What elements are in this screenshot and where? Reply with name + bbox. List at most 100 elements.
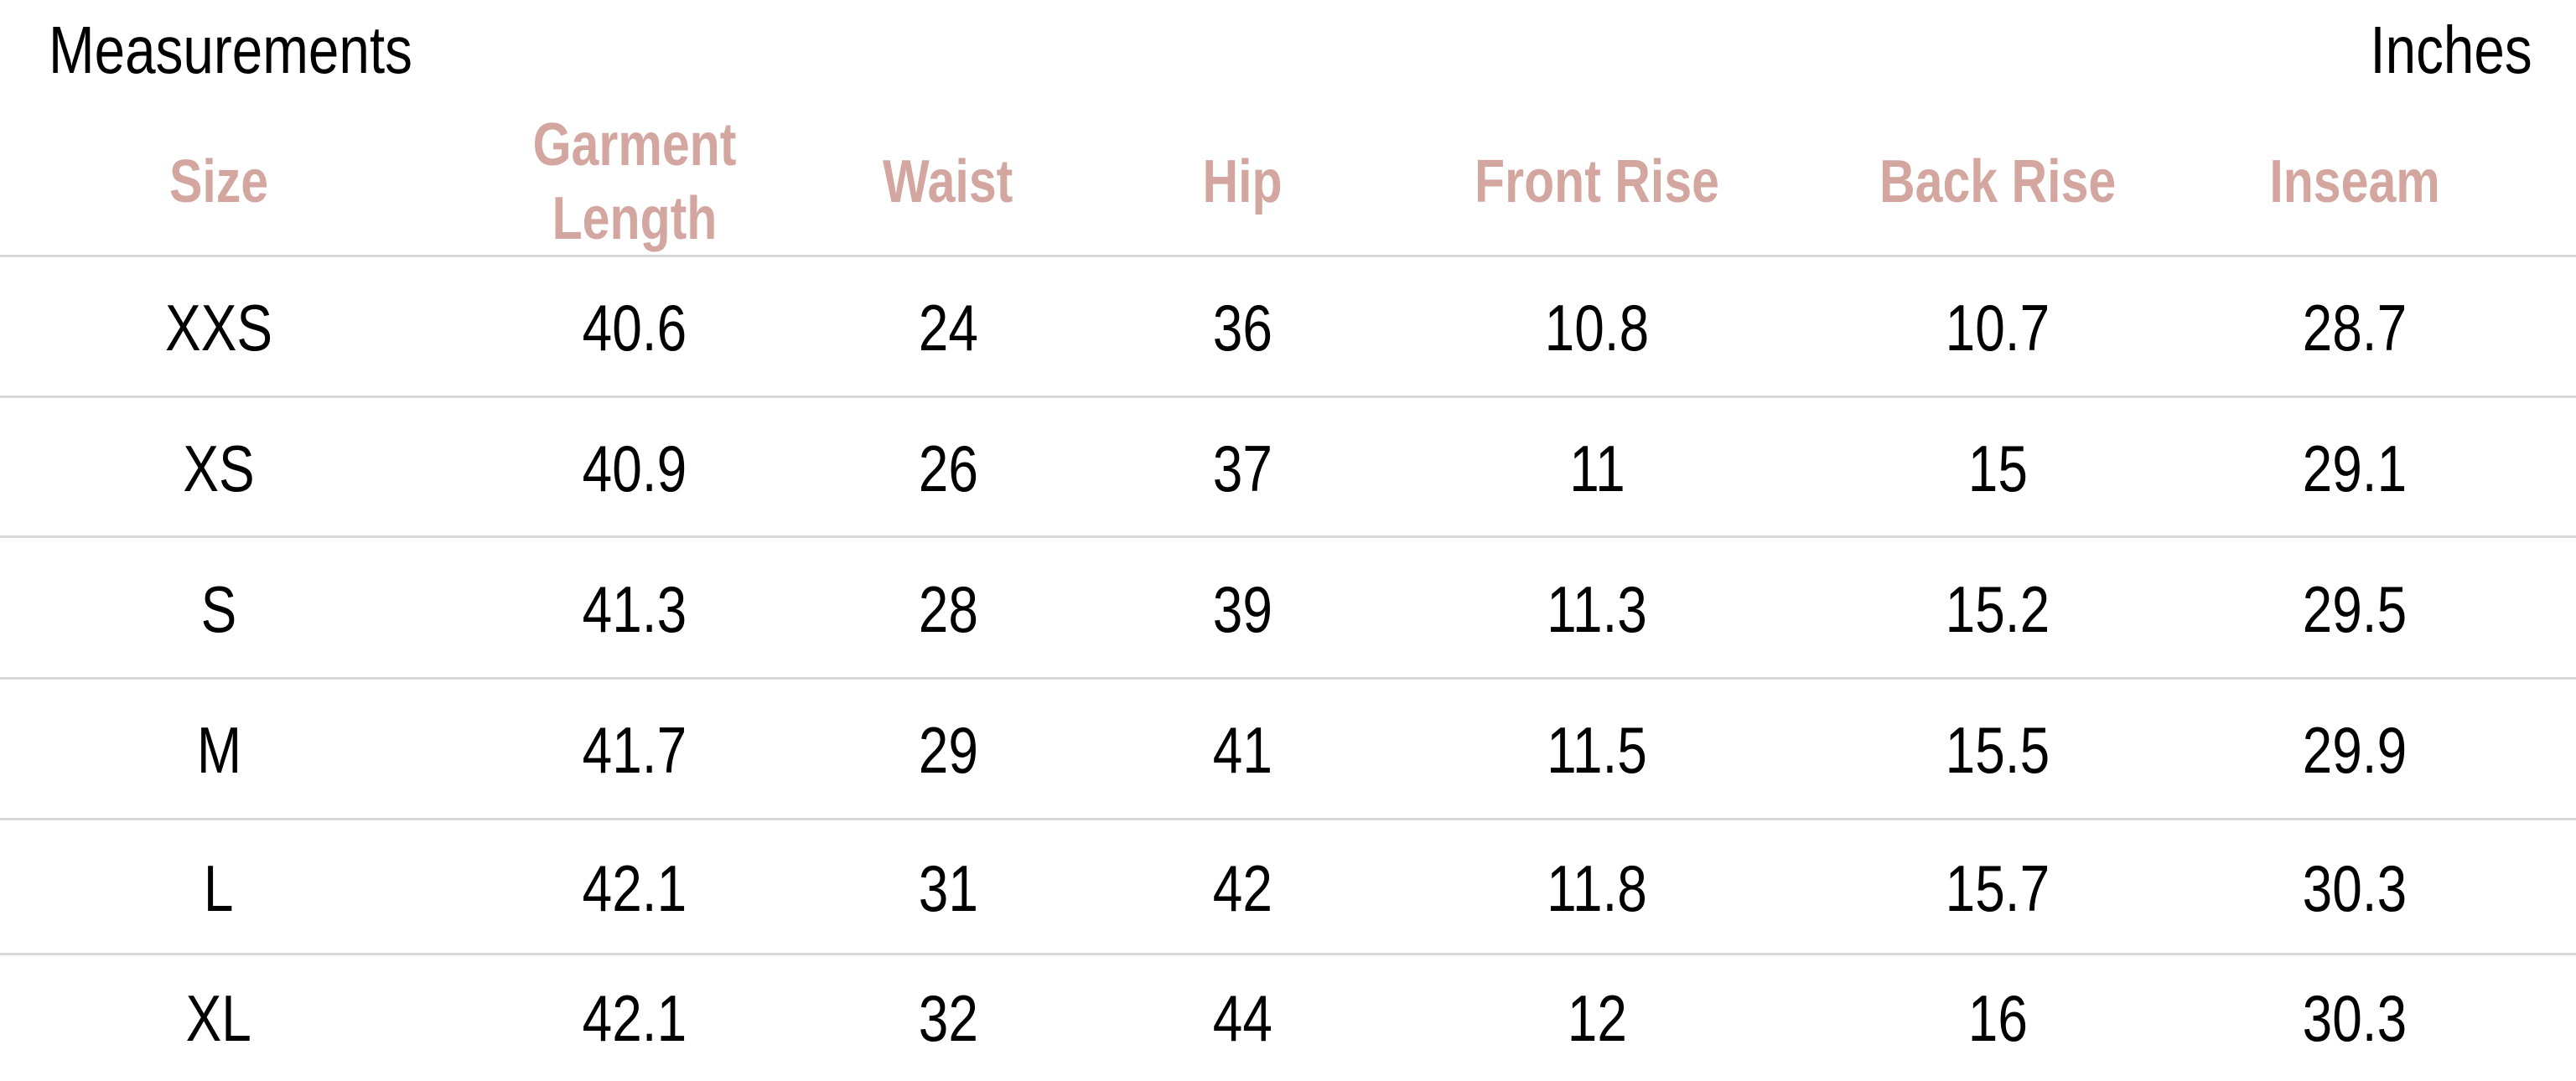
cell-value: 40.6 [582, 291, 687, 365]
table-cell: 42.1 [467, 955, 802, 1081]
cell-value: 10.8 [1544, 291, 1650, 365]
table-cell: XL [51, 955, 386, 1081]
cell-value: S [200, 572, 237, 646]
table-cell: 28 [780, 538, 1116, 680]
table-cell: 16 [1830, 955, 2165, 1081]
table-cell: 42.1 [467, 820, 802, 955]
column-header-label: Garment Length [532, 111, 737, 252]
table-cell: 11 [1429, 398, 1765, 538]
column-header: Back Rise [1830, 109, 2165, 255]
page-title: Measurements [49, 13, 412, 87]
table-cell: 37 [1075, 398, 1410, 538]
table-cell: 29.1 [2187, 398, 2522, 538]
cell-value: 11.5 [1547, 713, 1647, 787]
table-header: Size Garment Length Waist Hip Front Rise Back… [0, 109, 2576, 255]
cell-value: 44 [1212, 981, 1272, 1055]
table-cell: L [51, 820, 386, 955]
table-row: XL 42.1 32 44 12 16 30.3 [0, 953, 2576, 1081]
cell-value: L [204, 851, 234, 925]
column-header: Garment Length [467, 109, 802, 255]
unit-label: Inches [2370, 13, 2532, 87]
cell-value: 24 [918, 291, 978, 365]
cell-value: XL [185, 981, 252, 1055]
table-cell: 26 [780, 398, 1116, 538]
cell-value: 28.7 [2302, 291, 2408, 365]
table-cell: 11.8 [1429, 820, 1765, 955]
cell-value: 41.7 [582, 713, 687, 787]
column-header: Inseam [2187, 109, 2522, 255]
table-cell: 42 [1075, 820, 1410, 955]
column-header-label: Front Rise [1475, 148, 1719, 215]
table-cell: 31 [780, 820, 1116, 955]
cell-value: 16 [1967, 981, 2028, 1055]
cell-value: 26 [918, 431, 978, 505]
table-cell: 41.7 [467, 680, 802, 820]
table-cell: 40.9 [467, 398, 802, 538]
table-cell: 28.7 [2187, 257, 2522, 398]
cell-value: 11 [1568, 431, 1625, 505]
table-cell: 39 [1075, 538, 1410, 680]
cell-value: 37 [1212, 431, 1272, 505]
cell-value: 40.9 [582, 431, 687, 505]
cell-value: XXS [165, 291, 272, 365]
cell-value: M [196, 713, 241, 787]
table-cell: 41 [1075, 680, 1410, 820]
cell-value: 29.1 [2302, 431, 2408, 505]
table-row: L 42.1 31 42 11.8 15.7 30.3 [0, 818, 2576, 955]
table-cell: 10.7 [1830, 257, 2165, 398]
cell-value: 29.5 [2302, 572, 2408, 646]
cell-value: 29.9 [2302, 713, 2408, 787]
cell-value: 11.3 [1547, 572, 1647, 646]
column-header: Front Rise [1429, 109, 1765, 255]
table-cell: 11.3 [1429, 538, 1765, 680]
cell-value: 36 [1212, 291, 1272, 365]
table-cell: 36 [1075, 257, 1410, 398]
table-cell: 29 [780, 680, 1116, 820]
table-cell: XS [51, 398, 386, 538]
table-cell: 40.6 [467, 257, 802, 398]
cell-value: 12 [1567, 981, 1627, 1055]
table-cell: 15 [1830, 398, 2165, 538]
cell-value: 29 [918, 713, 978, 787]
cell-value: 42 [1212, 851, 1272, 925]
cell-value: 15.5 [1945, 713, 2050, 787]
table-cell: 32 [780, 955, 1116, 1081]
cell-value: 30.3 [2302, 981, 2408, 1055]
cell-value: 11.8 [1547, 851, 1647, 925]
cell-value: 15.2 [1945, 572, 2050, 646]
cell-value: 10.7 [1945, 291, 2050, 365]
table-cell: 29.9 [2187, 680, 2522, 820]
table-cell: 15.5 [1830, 680, 2165, 820]
cell-value: 30.3 [2302, 851, 2408, 925]
column-header-label: Size [168, 148, 269, 215]
table-cell: M [51, 680, 386, 820]
column-header-label: Inseam [2269, 148, 2440, 215]
cell-value: 41.3 [582, 572, 687, 646]
cell-value: 42.1 [582, 981, 687, 1055]
table-cell: 44 [1075, 955, 1410, 1081]
cell-value: 15.7 [1945, 851, 2050, 925]
table-cell: 41.3 [467, 538, 802, 680]
column-header: Size [51, 109, 386, 255]
table-cell: XXS [51, 257, 386, 398]
column-header: Hip [1075, 109, 1410, 255]
column-header-label: Waist [883, 148, 1013, 215]
table-cell: S [51, 538, 386, 680]
cell-value: 42.1 [582, 851, 687, 925]
table-row: M 41.7 29 41 11.5 15.5 29.9 [0, 677, 2576, 820]
cell-value: 28 [918, 572, 978, 646]
column-header-label: Hip [1202, 148, 1283, 215]
table-cell: 11.5 [1429, 680, 1765, 820]
table-cell: 29.5 [2187, 538, 2522, 680]
table-row: XS 40.9 26 37 11 15 29.1 [0, 396, 2576, 538]
table-row: S 41.3 28 39 11.3 15.2 29.5 [0, 535, 2576, 680]
table-cell: 12 [1429, 955, 1765, 1081]
table-cell: 24 [780, 257, 1116, 398]
cell-value: XS [183, 431, 255, 505]
table-cell: 30.3 [2187, 955, 2522, 1081]
table-cell: 30.3 [2187, 820, 2522, 955]
column-header: Waist [780, 109, 1116, 255]
cell-value: 32 [918, 981, 978, 1055]
table-cell: 15.7 [1830, 820, 2165, 955]
column-header-label: Back Rise [1879, 148, 2117, 215]
